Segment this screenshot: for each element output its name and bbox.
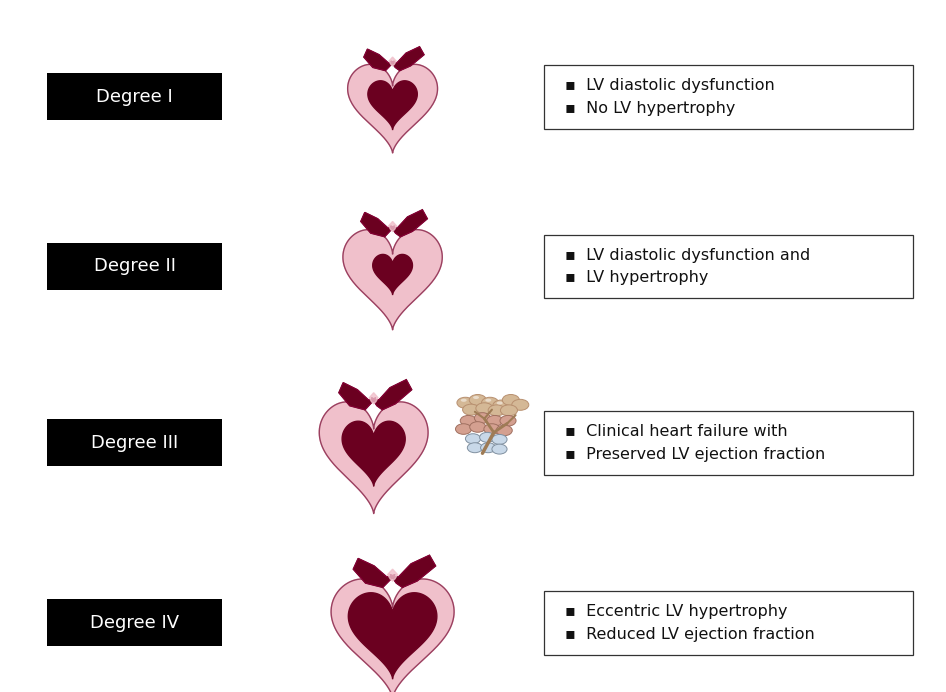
Text: Degree III: Degree III (91, 434, 179, 452)
FancyBboxPatch shape (544, 411, 913, 475)
Polygon shape (342, 421, 405, 486)
Polygon shape (373, 255, 412, 294)
FancyBboxPatch shape (47, 599, 222, 646)
Ellipse shape (469, 421, 486, 432)
Ellipse shape (502, 394, 519, 406)
Ellipse shape (488, 405, 505, 416)
Ellipse shape (512, 399, 529, 410)
Ellipse shape (457, 397, 474, 408)
Ellipse shape (460, 415, 477, 426)
Polygon shape (388, 569, 397, 581)
Ellipse shape (461, 399, 466, 402)
FancyBboxPatch shape (544, 591, 913, 655)
Ellipse shape (455, 424, 472, 435)
Ellipse shape (500, 405, 517, 416)
Polygon shape (320, 402, 428, 513)
Text: ▪  LV diastolic dysfunction and: ▪ LV diastolic dysfunction and (565, 248, 810, 262)
Text: ▪  No LV hypertrophy: ▪ No LV hypertrophy (565, 101, 735, 116)
Ellipse shape (497, 401, 502, 405)
Ellipse shape (496, 425, 513, 436)
Ellipse shape (493, 400, 510, 411)
Text: ▪  LV diastolic dysfunction: ▪ LV diastolic dysfunction (565, 78, 775, 93)
Text: Degree IV: Degree IV (90, 614, 180, 632)
Polygon shape (369, 393, 378, 403)
FancyBboxPatch shape (47, 243, 222, 290)
Polygon shape (360, 212, 394, 237)
Polygon shape (389, 57, 396, 66)
Polygon shape (389, 221, 396, 231)
Text: ▪  Clinical heart failure with: ▪ Clinical heart failure with (565, 424, 787, 439)
Ellipse shape (469, 394, 486, 406)
Ellipse shape (480, 432, 495, 442)
Polygon shape (391, 47, 424, 71)
Ellipse shape (463, 404, 480, 415)
FancyBboxPatch shape (47, 73, 222, 120)
Polygon shape (353, 558, 395, 588)
Polygon shape (348, 593, 437, 679)
Polygon shape (348, 64, 437, 153)
Polygon shape (343, 230, 442, 329)
Ellipse shape (492, 444, 507, 454)
Ellipse shape (483, 424, 499, 435)
Text: Degree I: Degree I (96, 88, 173, 106)
Ellipse shape (476, 403, 493, 414)
Polygon shape (331, 579, 454, 692)
Text: ▪  Preserved LV ejection fraction: ▪ Preserved LV ejection fraction (565, 447, 825, 462)
Ellipse shape (481, 443, 496, 453)
Ellipse shape (465, 434, 481, 444)
Polygon shape (339, 383, 376, 410)
Text: ▪  LV hypertrophy: ▪ LV hypertrophy (565, 271, 709, 285)
FancyBboxPatch shape (47, 419, 222, 466)
Ellipse shape (473, 396, 479, 399)
Ellipse shape (492, 435, 507, 444)
Polygon shape (391, 210, 428, 237)
FancyBboxPatch shape (544, 65, 913, 129)
Ellipse shape (487, 415, 503, 426)
Polygon shape (390, 555, 435, 588)
Ellipse shape (467, 443, 482, 453)
Text: ▪  Eccentric LV hypertrophy: ▪ Eccentric LV hypertrophy (565, 604, 787, 619)
Polygon shape (372, 380, 412, 410)
Polygon shape (368, 81, 417, 129)
Ellipse shape (499, 415, 517, 426)
Polygon shape (364, 49, 394, 71)
Ellipse shape (485, 399, 491, 402)
Ellipse shape (482, 397, 499, 408)
Ellipse shape (475, 412, 491, 424)
Text: ▪  Reduced LV ejection fraction: ▪ Reduced LV ejection fraction (565, 627, 815, 641)
Text: Degree II: Degree II (94, 257, 176, 275)
FancyBboxPatch shape (544, 235, 913, 298)
